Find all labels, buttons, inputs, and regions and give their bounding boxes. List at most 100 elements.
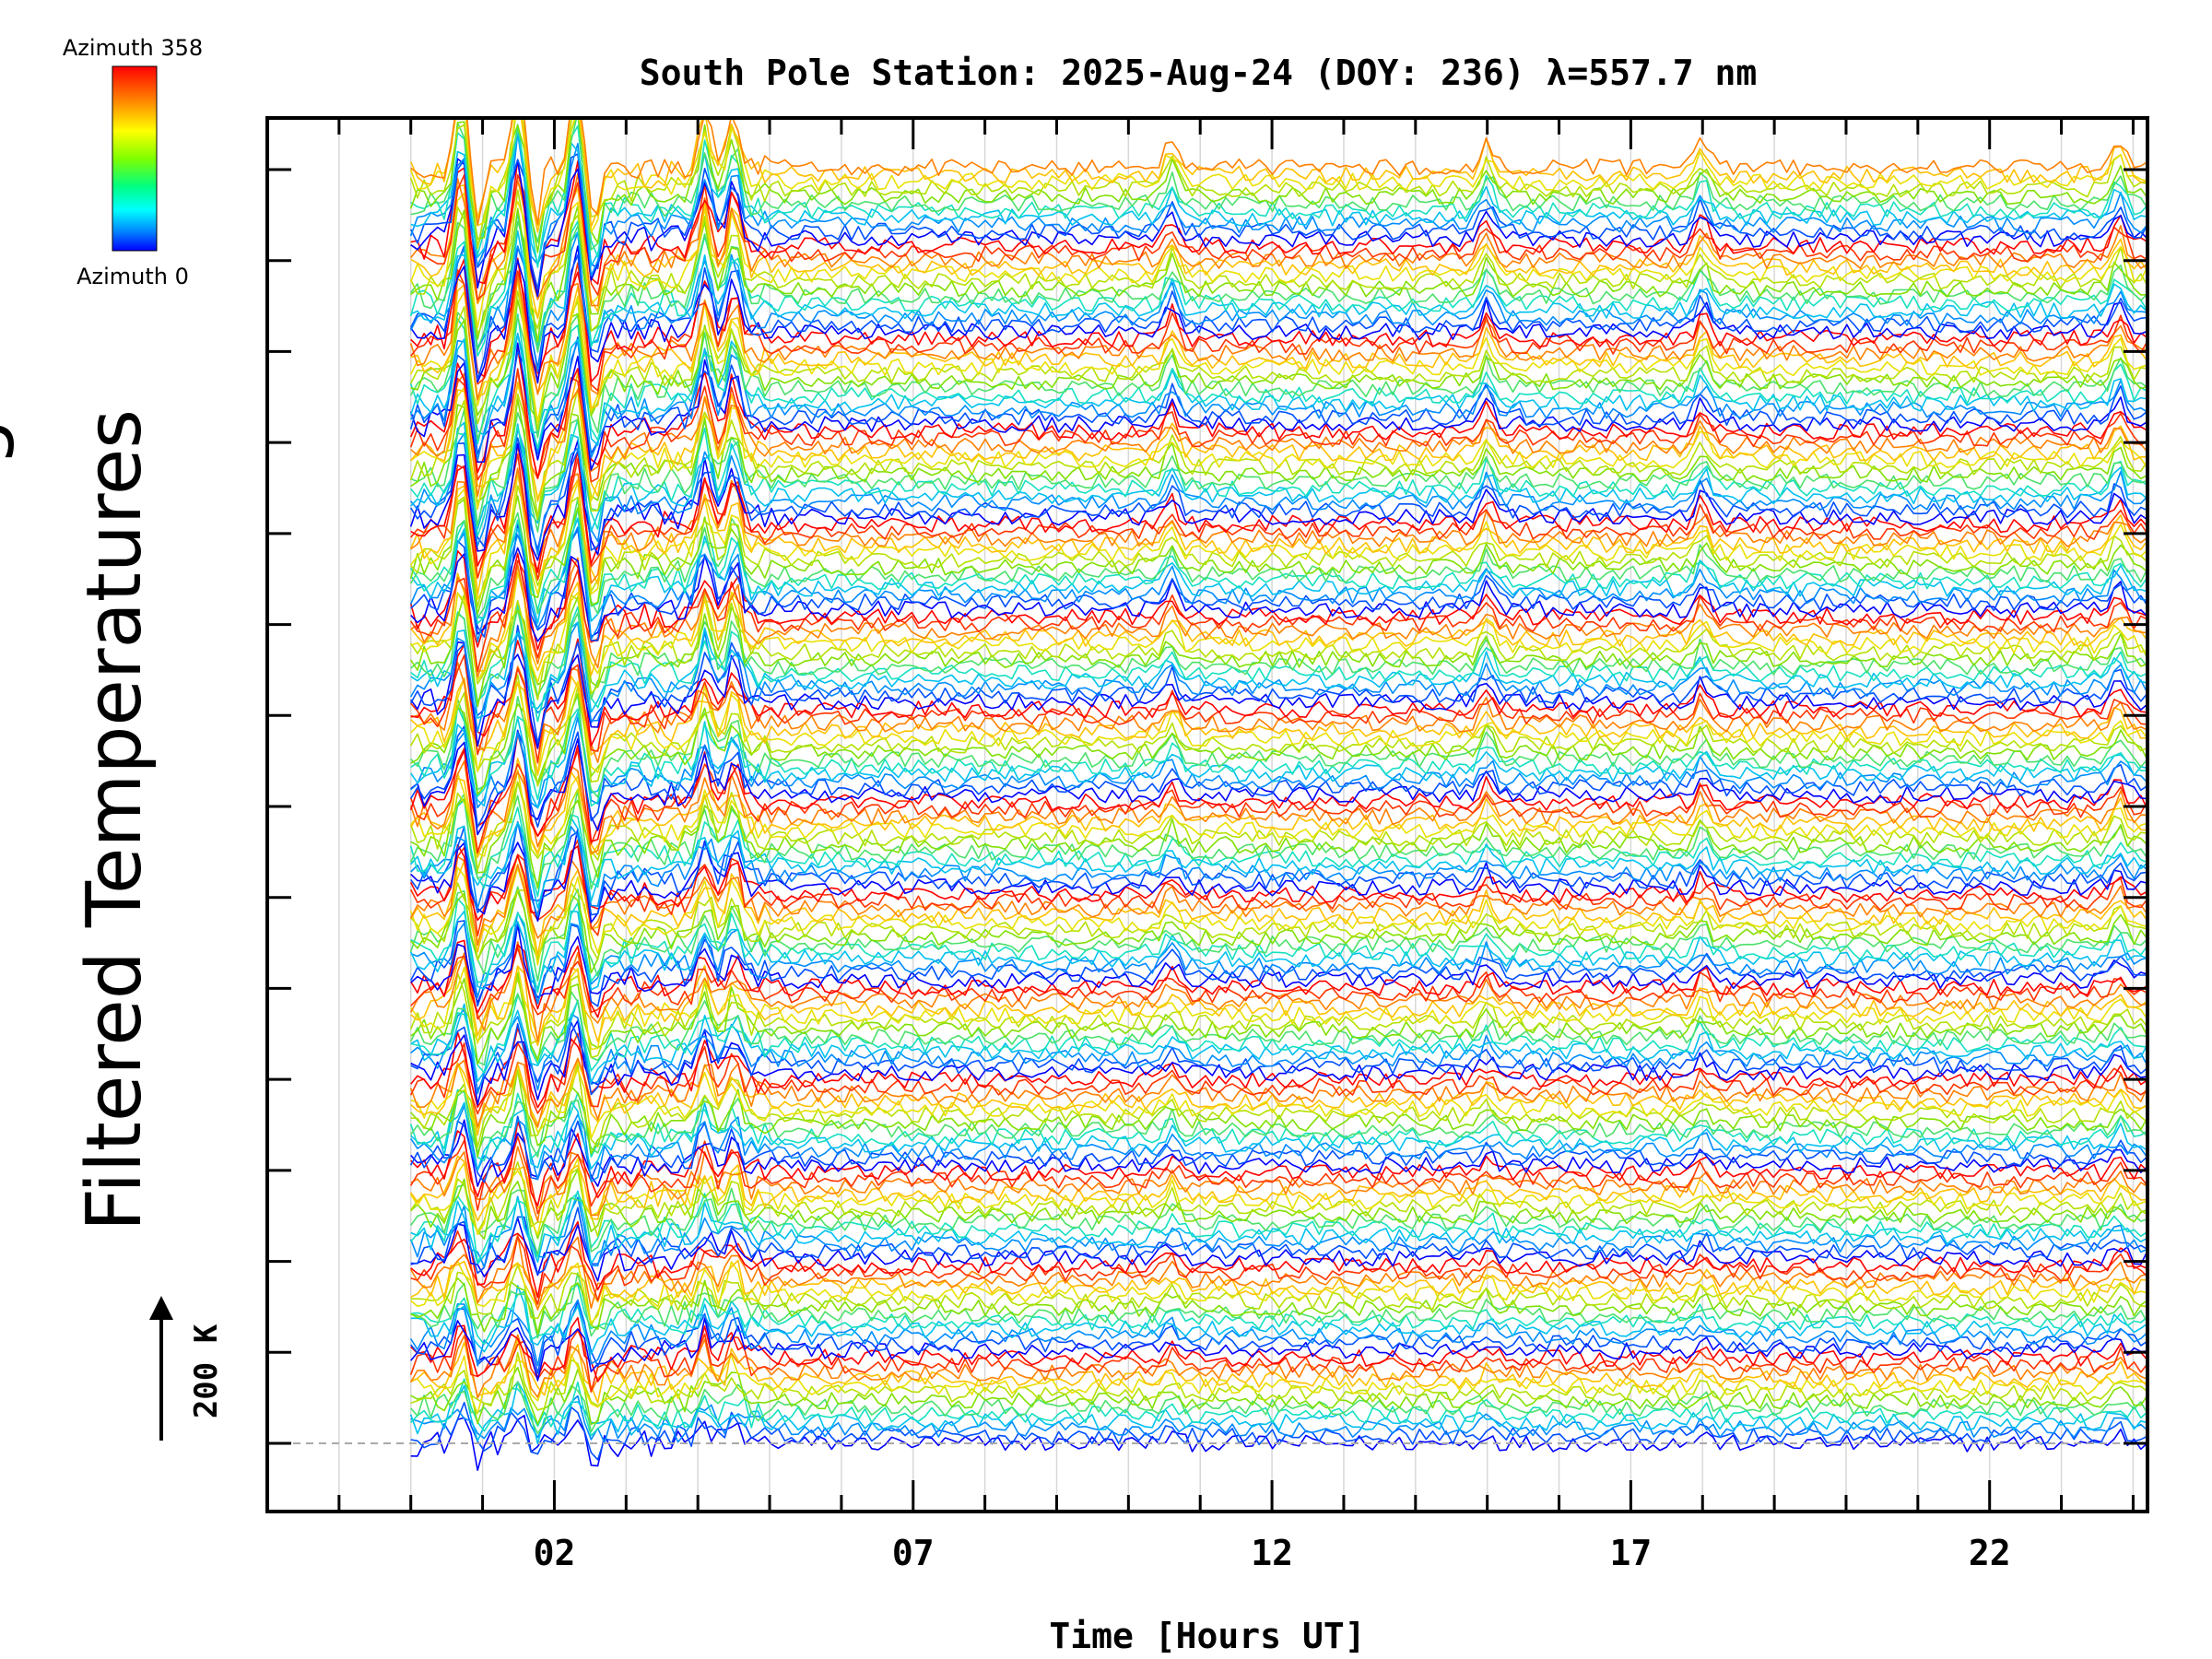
series-line bbox=[410, 118, 2147, 227]
series-line bbox=[409, 843, 2147, 922]
series-line bbox=[410, 371, 2147, 498]
series-line bbox=[410, 498, 2147, 619]
colorbar-bottom-label: Azimuth 0 bbox=[76, 264, 189, 289]
series-line bbox=[410, 1119, 2147, 1187]
y-axis-ticks bbox=[267, 168, 2147, 1445]
series-line bbox=[409, 495, 2147, 615]
series-line bbox=[409, 336, 2147, 455]
series-line bbox=[410, 1394, 2147, 1444]
series-line bbox=[410, 939, 2147, 1018]
series-line bbox=[410, 1338, 2147, 1404]
series-line bbox=[410, 965, 2147, 1051]
series-line bbox=[410, 1135, 2147, 1215]
series-line bbox=[409, 212, 2147, 357]
series-line bbox=[410, 418, 2147, 537]
series-line bbox=[409, 941, 2147, 1042]
series-line bbox=[410, 654, 2147, 764]
series-line bbox=[410, 1259, 2147, 1304]
series-line bbox=[410, 229, 2147, 349]
series-line bbox=[409, 290, 2147, 431]
x-axis-label: Time [Hours UT] bbox=[1049, 1616, 1365, 1656]
series-line bbox=[410, 1353, 2147, 1415]
series-line bbox=[410, 421, 2147, 533]
series-line bbox=[410, 594, 2147, 708]
series-line bbox=[410, 1217, 2147, 1282]
series-line bbox=[410, 608, 2147, 704]
series-line bbox=[410, 769, 2147, 857]
series-line bbox=[410, 853, 2147, 957]
series-line bbox=[409, 920, 2147, 1007]
series-line bbox=[410, 661, 2147, 763]
series-line bbox=[410, 428, 2147, 556]
y-axis-label: Filtered Temperatures bbox=[71, 409, 159, 1231]
series-line bbox=[410, 1283, 2147, 1346]
series-line bbox=[410, 467, 2147, 584]
series-line bbox=[410, 882, 2147, 961]
x-tick-label: 12 bbox=[1251, 1533, 1293, 1573]
series-line bbox=[410, 781, 2147, 889]
series-line bbox=[410, 524, 2147, 641]
series-line bbox=[409, 275, 2147, 401]
series-line bbox=[410, 473, 2147, 600]
series-line bbox=[410, 592, 2147, 700]
series-line bbox=[410, 621, 2147, 719]
x-tick-label: 17 bbox=[1610, 1533, 1653, 1573]
series-line bbox=[410, 820, 2147, 916]
series-line bbox=[410, 1206, 2147, 1275]
scale-bar: 200 K bbox=[149, 1296, 225, 1441]
series-line bbox=[410, 758, 2147, 858]
series-line bbox=[410, 1260, 2147, 1324]
x-tick-label: 07 bbox=[892, 1533, 935, 1573]
y-axis-label-fragment: g bbox=[0, 418, 17, 466]
series-line bbox=[409, 781, 2147, 871]
series-line bbox=[409, 347, 2147, 479]
series-line bbox=[410, 676, 2147, 775]
series-line bbox=[410, 158, 2147, 298]
series-line bbox=[410, 507, 2147, 625]
series-line bbox=[410, 1021, 2147, 1096]
series-line bbox=[410, 1069, 2147, 1158]
series-line bbox=[410, 1146, 2147, 1222]
series-line bbox=[410, 924, 2147, 1004]
series-line bbox=[410, 299, 2147, 420]
series-line bbox=[410, 1027, 2147, 1109]
x-tick-label: 22 bbox=[1969, 1533, 2011, 1573]
series-line bbox=[409, 760, 2147, 854]
series-line bbox=[410, 999, 2147, 1083]
series-line bbox=[410, 1190, 2147, 1265]
series-line bbox=[409, 333, 2147, 446]
series-line bbox=[409, 118, 2147, 233]
series-line bbox=[410, 641, 2147, 749]
series-line bbox=[410, 1334, 2147, 1399]
series-line bbox=[410, 1192, 2147, 1264]
x-axis: 02 07 12 17 22 bbox=[265, 118, 2135, 1573]
x-tick-label: 02 bbox=[534, 1533, 576, 1573]
series-line bbox=[409, 1327, 2147, 1393]
series-line bbox=[410, 220, 2147, 353]
series-line bbox=[410, 557, 2147, 678]
series-line bbox=[410, 1105, 2147, 1182]
series-line bbox=[410, 1415, 2147, 1471]
series-line bbox=[410, 729, 2147, 836]
colorbar-top-label: Azimuth 358 bbox=[63, 35, 203, 61]
series-line bbox=[409, 991, 2147, 1066]
series-line bbox=[410, 674, 2147, 787]
series-line bbox=[409, 886, 2147, 982]
colorbar: Azimuth 358 Azimuth 0 bbox=[63, 35, 203, 289]
series-line bbox=[409, 839, 2147, 937]
series-line bbox=[409, 440, 2147, 561]
series-line bbox=[409, 799, 2147, 898]
series-line bbox=[410, 1285, 2147, 1355]
scale-bar-arrow-icon bbox=[149, 1296, 173, 1320]
series-line bbox=[409, 1195, 2147, 1268]
chart-title: South Pole Station: 2025-Aug-24 (DOY: 23… bbox=[640, 53, 1758, 93]
series-line bbox=[410, 547, 2147, 642]
series-line bbox=[410, 1100, 2147, 1171]
series-line bbox=[410, 994, 2147, 1074]
series-line bbox=[409, 132, 2147, 276]
series-line bbox=[410, 604, 2147, 723]
series-line bbox=[410, 705, 2147, 807]
series-line bbox=[410, 624, 2147, 745]
series-line bbox=[410, 173, 2147, 300]
